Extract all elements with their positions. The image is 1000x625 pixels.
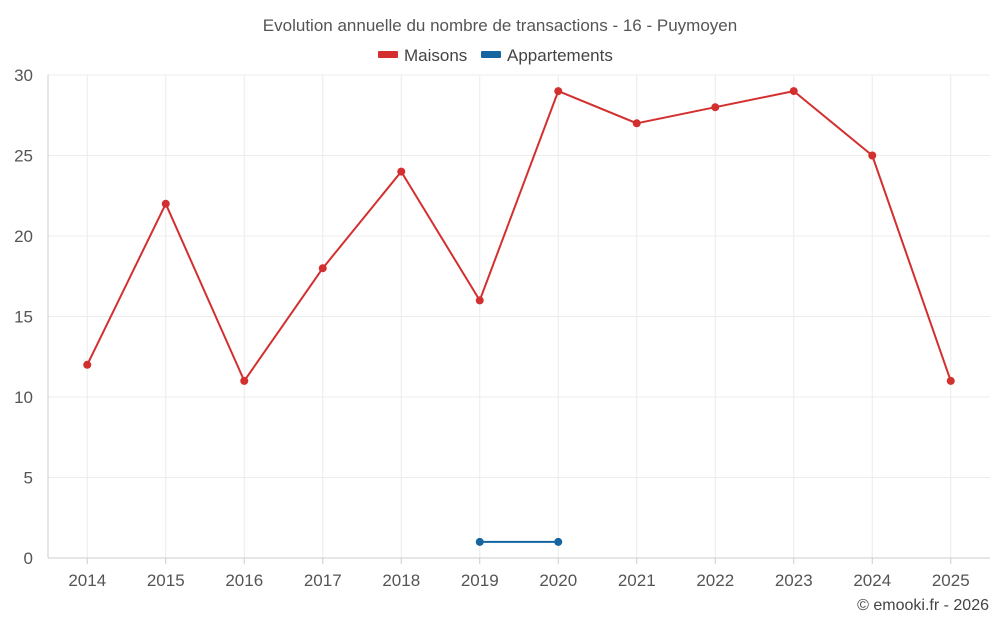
x-tick-label-2021: 2021 (618, 571, 656, 590)
x-tick-label-2015: 2015 (147, 571, 185, 590)
series-line-maisons (86, 90, 952, 382)
x-tick-label-2024: 2024 (853, 571, 891, 590)
legend-label-maisons: Maisons (404, 46, 467, 65)
data-point-maisons-2019 (475, 296, 484, 305)
data-point-maisons-2018 (397, 167, 406, 176)
data-point-maisons-2020 (554, 87, 563, 96)
grid (48, 74, 990, 558)
x-axis-ticks: 2014 2015 2016 2017 2018 2019 2020 2021 2022 2023… (68, 558, 970, 590)
data-point-maisons-2014 (83, 360, 92, 369)
legend-item-appartements[interactable]: Appartements (481, 46, 613, 65)
data-point-maisons-2024 (868, 151, 877, 160)
y-tick-label-15: 15 (14, 308, 33, 327)
y-tick-label-25: 25 (14, 147, 33, 166)
data-point-maisons-2015 (161, 199, 170, 208)
credit-text: © emooki.fr - 2026 (857, 597, 989, 614)
axes (47, 75, 990, 559)
data-point-appartements-2020 (554, 537, 563, 546)
y-axis-ticks: 0 5 10 15 20 25 30 (14, 66, 33, 568)
y-tick-label-30: 30 (14, 66, 33, 85)
y-tick-label-10: 10 (14, 388, 33, 407)
x-tick-label-2016: 2016 (225, 571, 263, 590)
chart-title: Evolution annuelle du nombre de transact… (263, 16, 737, 35)
data-point-maisons-2021 (632, 119, 641, 128)
series-layer (83, 87, 955, 546)
legend-swatch-appartements (481, 51, 501, 58)
legend-swatch-maisons (378, 51, 398, 58)
y-tick-label-20: 20 (14, 227, 33, 246)
y-tick-label-5: 5 (24, 469, 33, 488)
y-tick-label-0: 0 (24, 549, 33, 568)
x-tick-label-2018: 2018 (382, 571, 420, 590)
x-tick-label-2023: 2023 (775, 571, 813, 590)
x-tick-label-2025: 2025 (932, 571, 970, 590)
data-point-maisons-2025 (946, 376, 955, 385)
x-tick-label-2022: 2022 (696, 571, 734, 590)
x-tick-label-2020: 2020 (539, 571, 577, 590)
legend-label-appartements: Appartements (507, 46, 613, 65)
data-point-appartements-2019 (475, 537, 484, 546)
data-point-maisons-2016 (240, 376, 249, 385)
x-tick-label-2014: 2014 (68, 571, 106, 590)
legend-item-maisons[interactable]: Maisons (378, 46, 467, 65)
x-tick-label-2019: 2019 (461, 571, 499, 590)
data-point-maisons-2022 (711, 103, 720, 112)
legend: Maisons Appartements (378, 46, 613, 65)
data-point-maisons-2017 (318, 264, 327, 273)
data-point-maisons-2023 (789, 87, 798, 96)
x-tick-label-2017: 2017 (304, 571, 342, 590)
